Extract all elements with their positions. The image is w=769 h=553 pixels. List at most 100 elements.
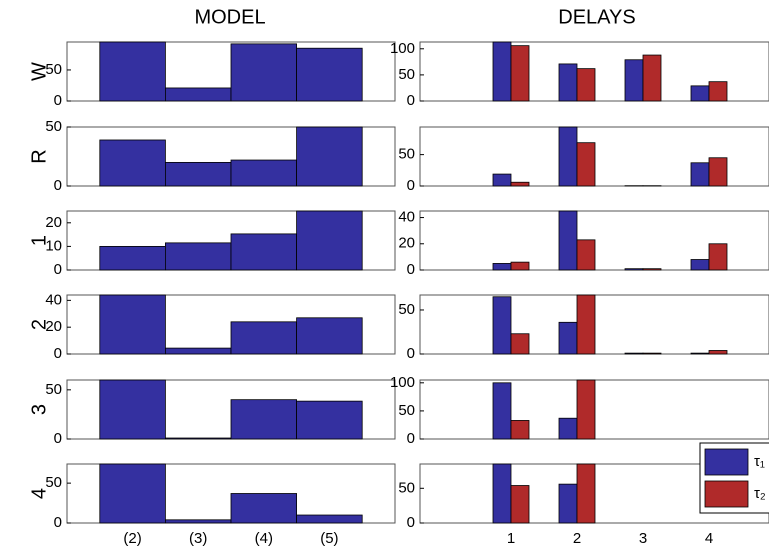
y-tick-label: 10 bbox=[45, 237, 62, 254]
bar bbox=[164, 437, 232, 440]
bar bbox=[642, 54, 662, 102]
y-tick-label: 50 bbox=[45, 381, 62, 398]
bar bbox=[164, 347, 232, 355]
bar bbox=[230, 233, 297, 271]
bar bbox=[576, 68, 596, 102]
y-tick-label: 20 bbox=[45, 318, 62, 335]
y-tick-label: 40 bbox=[45, 291, 62, 308]
bar bbox=[624, 268, 644, 271]
y-tick-label: 100 bbox=[390, 40, 415, 57]
bar bbox=[558, 126, 578, 187]
bar bbox=[230, 159, 297, 187]
y-tick-label: 0 bbox=[407, 345, 415, 362]
x-tick-label: 3 bbox=[639, 530, 647, 547]
y-axis-label: 3 bbox=[28, 404, 50, 415]
bar bbox=[164, 87, 232, 102]
bar bbox=[99, 245, 166, 271]
bar bbox=[99, 41, 166, 102]
bar bbox=[690, 352, 710, 355]
bar bbox=[558, 417, 578, 440]
y-tick-label: 50 bbox=[398, 301, 415, 318]
bar bbox=[510, 181, 530, 187]
bar bbox=[99, 139, 166, 187]
y-tick-label: 0 bbox=[407, 514, 415, 531]
bar bbox=[690, 259, 710, 271]
bar bbox=[510, 261, 530, 271]
y-tick-label: 50 bbox=[45, 474, 62, 491]
bar bbox=[708, 157, 728, 187]
bar bbox=[510, 485, 530, 524]
legend-swatch bbox=[704, 448, 749, 476]
x-tick-label: (2) bbox=[123, 530, 141, 547]
y-tick-label: 0 bbox=[54, 261, 62, 278]
bar bbox=[510, 333, 530, 355]
bar bbox=[296, 400, 363, 440]
legend-label: τ₂ bbox=[754, 485, 766, 502]
bar bbox=[99, 463, 166, 524]
bar bbox=[690, 162, 710, 187]
bar bbox=[558, 210, 578, 271]
bar bbox=[164, 161, 232, 187]
y-tick-label: 100 bbox=[390, 374, 415, 391]
bar bbox=[492, 382, 512, 440]
bar bbox=[492, 296, 512, 355]
bar bbox=[510, 45, 530, 102]
bar bbox=[708, 81, 728, 102]
bar bbox=[708, 350, 728, 355]
y-axis-label: 4 bbox=[28, 488, 50, 499]
bar bbox=[230, 493, 297, 524]
bar bbox=[558, 483, 578, 524]
bar bbox=[99, 294, 166, 355]
y-axis-label: W bbox=[28, 62, 50, 81]
bar bbox=[492, 41, 512, 102]
y-tick-label: 50 bbox=[398, 479, 415, 496]
legend-swatch bbox=[704, 480, 749, 508]
column-title: MODEL bbox=[194, 6, 265, 28]
y-tick-label: 50 bbox=[45, 118, 62, 135]
y-axis-label: 2 bbox=[28, 319, 50, 330]
x-tick-label: (3) bbox=[189, 530, 207, 547]
x-tick-label: 2 bbox=[573, 530, 581, 547]
y-tick-label: 0 bbox=[54, 92, 62, 109]
bar bbox=[296, 126, 363, 187]
bar bbox=[708, 243, 728, 271]
x-tick-label: 4 bbox=[705, 530, 713, 547]
y-tick-label: 50 bbox=[398, 146, 415, 163]
bar bbox=[296, 317, 363, 355]
y-tick-label: 0 bbox=[54, 345, 62, 362]
bar bbox=[164, 519, 232, 524]
x-tick-label: (4) bbox=[255, 530, 273, 547]
bar bbox=[296, 47, 363, 102]
y-tick-label: 0 bbox=[407, 92, 415, 109]
bar bbox=[230, 43, 297, 102]
bar bbox=[492, 173, 512, 187]
column-title: DELAYS bbox=[558, 6, 635, 28]
bar bbox=[164, 242, 232, 271]
bar bbox=[230, 399, 297, 440]
y-tick-label: 20 bbox=[398, 235, 415, 252]
y-tick-label: 50 bbox=[45, 61, 62, 78]
y-tick-label: 0 bbox=[407, 261, 415, 278]
bar bbox=[576, 239, 596, 271]
legend: τ₁ τ₂ bbox=[699, 442, 769, 514]
y-axis-label: 1 bbox=[28, 235, 50, 246]
bar bbox=[296, 514, 363, 524]
y-tick-label: 0 bbox=[407, 430, 415, 447]
bar bbox=[99, 379, 166, 440]
bar bbox=[642, 268, 662, 271]
y-tick-label: 0 bbox=[54, 177, 62, 194]
bar bbox=[690, 85, 710, 102]
y-tick-label: 0 bbox=[407, 177, 415, 194]
y-tick-label: 40 bbox=[398, 209, 415, 226]
y-tick-label: 0 bbox=[54, 430, 62, 447]
y-axis-label: R bbox=[28, 149, 50, 163]
x-tick-label: 1 bbox=[507, 530, 515, 547]
bar bbox=[576, 463, 596, 524]
bar bbox=[642, 352, 662, 355]
bar bbox=[576, 142, 596, 187]
legend-label: τ₁ bbox=[754, 453, 765, 470]
bar bbox=[296, 210, 363, 271]
bar bbox=[624, 59, 644, 102]
bar bbox=[558, 63, 578, 102]
